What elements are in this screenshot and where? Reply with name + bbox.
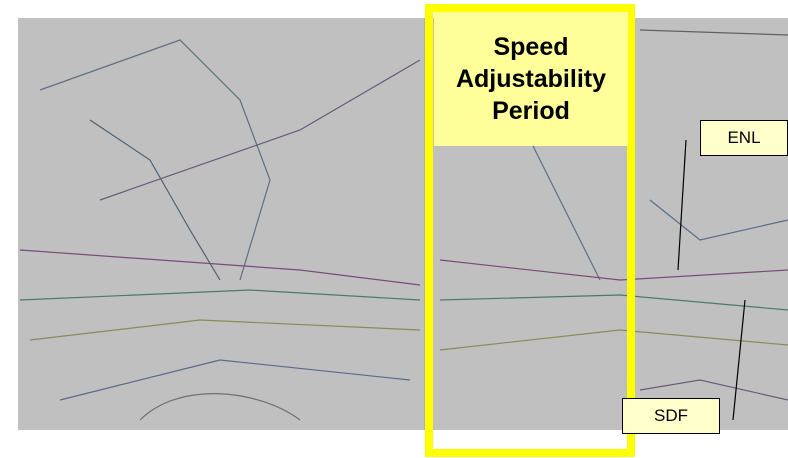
screen: Speed Adjustability Period ENL SDF: [0, 0, 788, 458]
fix-label: ENL: [700, 120, 788, 156]
display-background: [18, 18, 788, 430]
callout-title: Speed Adjustability Period: [434, 12, 628, 146]
fix-label: SDF: [622, 398, 720, 434]
radar-display: [0, 0, 788, 458]
